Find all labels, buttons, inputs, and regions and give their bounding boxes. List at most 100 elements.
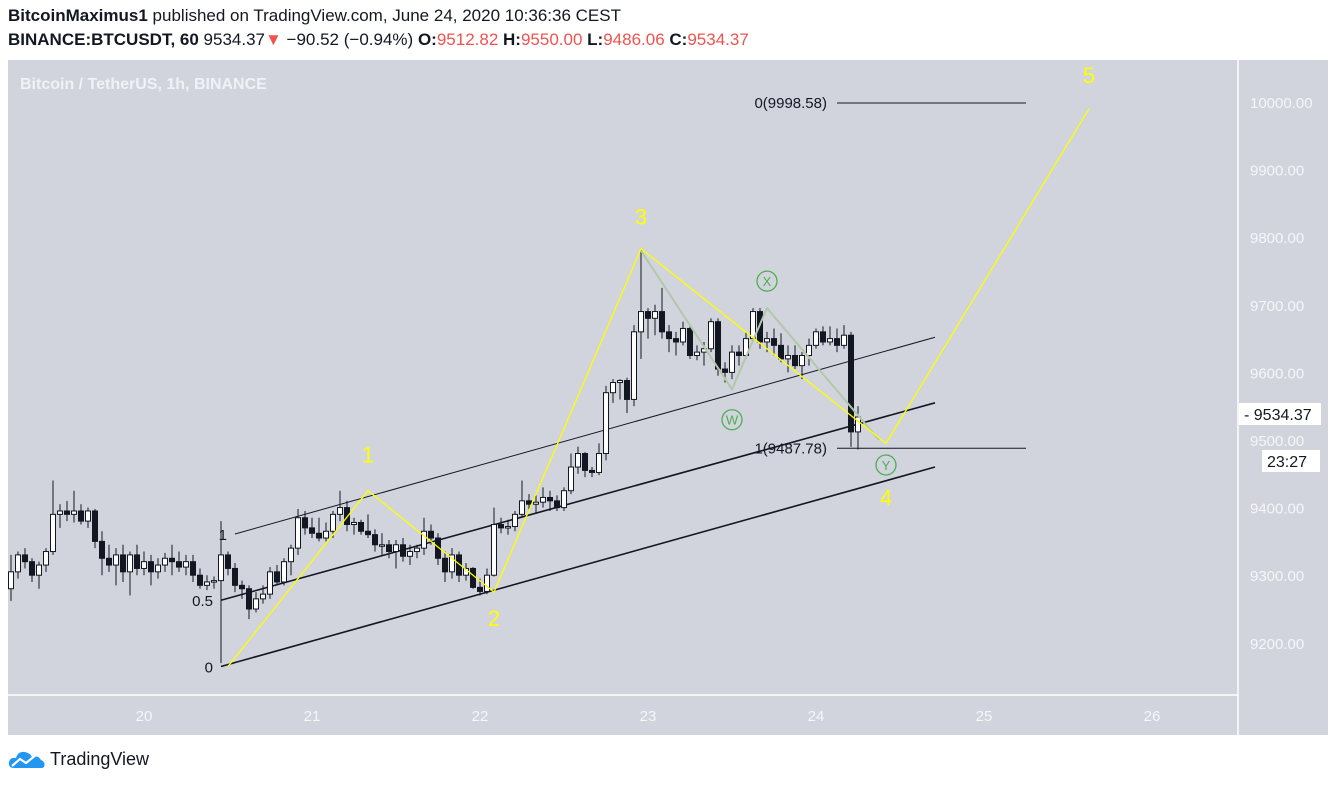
candle-down <box>225 554 231 569</box>
wxy-label-X: X <box>763 274 772 289</box>
candle-up <box>519 500 525 515</box>
candle-up <box>8 571 14 590</box>
chart-background <box>8 60 1328 735</box>
candle-up <box>43 551 49 566</box>
candle-down <box>134 554 140 569</box>
time-tick-label: 23 <box>640 708 657 725</box>
candle-up <box>323 530 329 539</box>
candle-down <box>22 554 28 563</box>
candle-up <box>85 510 91 522</box>
candle-down <box>120 554 126 573</box>
channel-line <box>220 402 936 601</box>
wave-label-2: 2 <box>488 606 500 631</box>
price-tick-label: 9500.00 <box>1250 433 1304 450</box>
candle-up <box>561 490 567 509</box>
candle-up <box>260 593 266 600</box>
candle-down <box>365 530 371 536</box>
candle-down <box>78 510 84 522</box>
brand-name: TradingView <box>50 748 150 769</box>
close-label: C: <box>669 30 688 49</box>
candle-up <box>337 507 343 515</box>
candle-down <box>99 540 105 559</box>
parallel-channel[interactable]: 10.50 <box>192 336 936 676</box>
channel-level-label: 0.5 <box>192 593 213 610</box>
publish-info: BitcoinMaximus1 published on TradingView… <box>8 6 621 26</box>
candle-down <box>792 355 798 367</box>
candle-down <box>582 453 588 471</box>
candle-up <box>694 351 700 356</box>
candle-up <box>827 338 833 343</box>
fib-level-label: 1(9487.78) <box>754 440 827 457</box>
candle-up <box>540 496 546 503</box>
author: BitcoinMaximus1 <box>8 6 148 25</box>
candle-up <box>799 355 805 367</box>
down-triangle-icon: ▼ <box>264 30 282 49</box>
candle-down <box>358 521 364 532</box>
candle-up <box>127 554 133 573</box>
candle-down <box>715 321 721 370</box>
candle-up <box>295 517 301 549</box>
candle-down <box>176 561 182 568</box>
candle-down <box>554 500 560 509</box>
candle-down <box>442 557 448 573</box>
impulse-wave-line <box>227 108 1090 667</box>
candle-up <box>379 544 385 547</box>
countdown-label-bg <box>1262 450 1320 472</box>
candle-down <box>190 561 196 576</box>
candle-down <box>64 510 70 515</box>
symbol-info: BINANCE:BTCUSDT, 60 9534.37▼ −90.52 (−0.… <box>8 30 749 50</box>
candle-up <box>533 501 539 505</box>
candle-down <box>456 554 462 576</box>
open-label: O: <box>417 30 437 49</box>
wave-drawings[interactable]: 1 2 3 4 5 W X Y 0(9998.58) 1(9487.78) <box>227 63 1095 667</box>
wxy-wave-line <box>640 250 880 441</box>
price-tick-label: 9400.00 <box>1250 501 1304 518</box>
candles <box>8 248 861 664</box>
candle-up <box>484 574 490 592</box>
time-tick-label: 20 <box>136 708 153 725</box>
candle-up <box>841 334 847 346</box>
candle-up <box>288 547 294 563</box>
candle-down <box>435 537 441 559</box>
candle-down <box>372 534 378 546</box>
candle-up <box>603 392 609 455</box>
symbol: BINANCE:BTCUSDT, 60 <box>8 30 199 49</box>
candle-down <box>470 567 476 588</box>
candle-up <box>813 331 819 346</box>
candle-up <box>610 382 616 394</box>
last-price-label-bg <box>1239 403 1321 426</box>
candle-up <box>113 554 119 566</box>
candle-up <box>162 557 168 566</box>
wave-label-3: 3 <box>635 205 647 230</box>
price-chart[interactable]: Bitcoin / TetherUS, 1h, BINANCE 10000.00… <box>8 60 1328 735</box>
candle-down <box>624 380 630 400</box>
candle-down <box>309 527 315 534</box>
low-value: 9486.06 <box>603 30 665 49</box>
candle-up <box>351 521 357 525</box>
candle-up <box>421 530 427 549</box>
candle-up <box>652 311 658 319</box>
candle-up <box>57 510 63 515</box>
axes: 10000.00 9900.00 9800.00 9700.00 9600.00 9500… <box>136 95 1321 725</box>
candle-up <box>50 513 56 553</box>
candle-up <box>267 571 273 595</box>
wxy-label-W: W <box>726 413 739 428</box>
candle-down <box>197 574 203 586</box>
published-text: published on TradingView.com, June 24, 2… <box>152 6 621 25</box>
price-tick-label: 9300.00 <box>1250 568 1304 585</box>
wave-label-1: 1 <box>362 443 374 468</box>
candle-down <box>526 500 532 505</box>
candle-up <box>155 564 161 573</box>
time-tick-label: 26 <box>1144 708 1161 725</box>
countdown-label: 23:27 <box>1267 454 1307 471</box>
candle-up <box>253 598 259 610</box>
time-tick-label: 22 <box>472 708 489 725</box>
candle-down <box>722 368 728 373</box>
channel-level-label: 0 <box>205 659 213 676</box>
candle-up <box>414 547 420 553</box>
candle-up <box>631 331 637 400</box>
price-tick-label: 9900.00 <box>1250 163 1304 180</box>
chart-title: Bitcoin / TetherUS, 1h, BINANCE <box>20 76 267 93</box>
candle-down <box>29 561 35 576</box>
price-tick-label: 9800.00 <box>1250 230 1304 247</box>
